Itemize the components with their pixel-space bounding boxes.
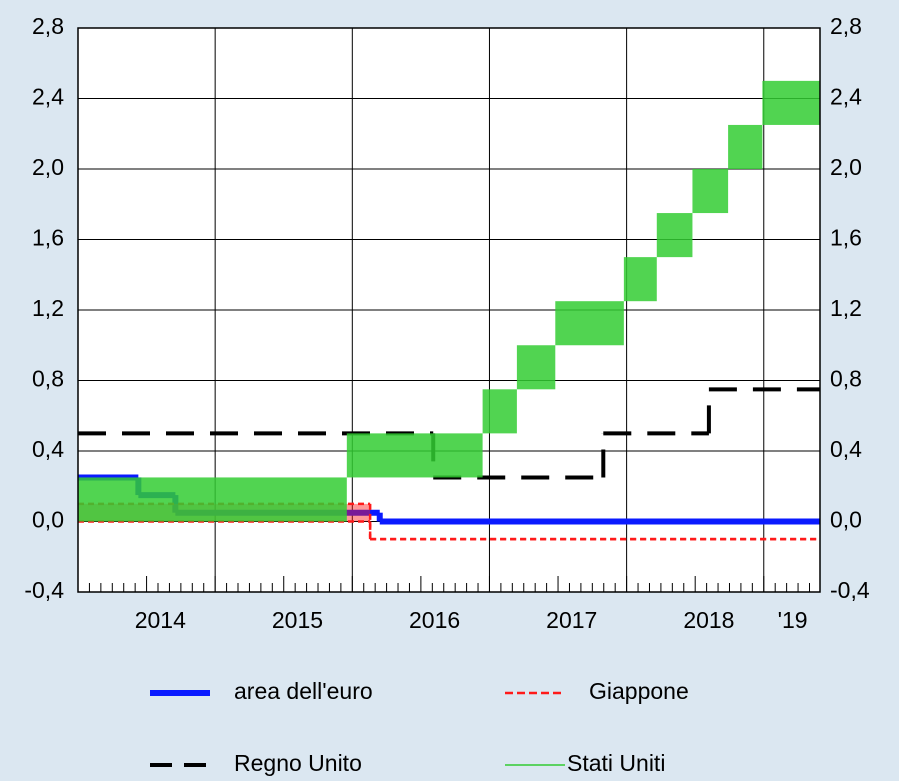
band-step	[728, 124, 763, 169]
y-tick-label: 0,4	[32, 436, 64, 462]
band-step	[762, 80, 820, 125]
y2-tick-label: 2,8	[830, 13, 862, 39]
y-tick-label: 1,2	[32, 295, 64, 321]
legend-label: Regno Unito	[234, 750, 362, 776]
y2-tick-label: 1,6	[830, 225, 862, 251]
band-step	[692, 169, 729, 214]
y2-tick-label: -0,4	[830, 577, 870, 603]
legend-label: Giappone	[589, 678, 689, 704]
x-tick-label: '19	[778, 607, 808, 633]
y-tick-label: 0,0	[32, 507, 64, 533]
y-tick-label: 2,0	[32, 154, 64, 180]
x-tick-label: 2017	[546, 607, 597, 633]
band-step	[656, 213, 693, 258]
y2-tick-label: 0,4	[830, 436, 862, 462]
band-step	[78, 477, 347, 522]
series	[78, 80, 820, 522]
legend-label: Stati Uniti	[567, 750, 665, 776]
y-tick-label: 0,8	[32, 366, 64, 392]
x-tick-label: 2016	[409, 607, 460, 633]
y-tick-label: 1,6	[32, 225, 64, 251]
x-tick-label: 2015	[272, 607, 323, 633]
y2-tick-label: 0,8	[830, 366, 862, 392]
band-step	[623, 257, 657, 302]
y2-tick-label: 2,4	[830, 84, 862, 110]
y2-tick-label: 1,2	[830, 295, 862, 321]
band-step	[482, 389, 517, 434]
plot-frame	[77, 27, 821, 593]
band-step	[555, 301, 624, 346]
x-tick-label: 2018	[683, 607, 734, 633]
y2-tick-label: 2,0	[830, 154, 862, 180]
band-step	[346, 433, 483, 478]
y-tick-label: -0,4	[24, 577, 64, 603]
y-tick-label: 2,4	[32, 84, 64, 110]
y-tick-label: 2,8	[32, 13, 64, 39]
x-tick-label: 2014	[135, 607, 186, 633]
y2-tick-label: 0,0	[830, 507, 862, 533]
legend-label: area dell'euro	[234, 678, 373, 704]
band-step	[516, 345, 556, 390]
